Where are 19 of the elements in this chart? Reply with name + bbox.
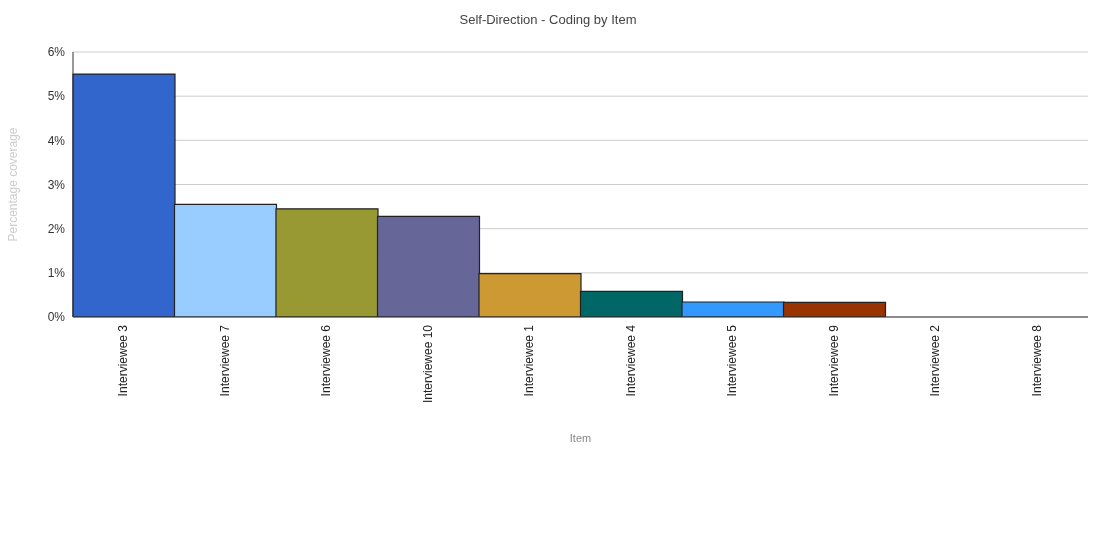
x-tick-label: Interviewee 5 bbox=[725, 324, 740, 397]
x-tick-label: Interviewee 6 bbox=[319, 324, 334, 397]
y-tick-label: 6% bbox=[47, 45, 66, 60]
x-tick-label: Interviewee 3 bbox=[116, 324, 131, 397]
x-tick-label: Interviewee 10 bbox=[420, 324, 435, 404]
chart-title: Self-Direction - Coding by Item bbox=[458, 11, 638, 29]
x-tick-label: Interviewee 9 bbox=[826, 324, 841, 397]
y-tick-label: 3% bbox=[47, 177, 66, 192]
y-tick-label: 2% bbox=[47, 221, 66, 236]
y-tick-label: 5% bbox=[47, 89, 66, 104]
x-tick-label: Interviewee 4 bbox=[623, 324, 638, 397]
y-tick-label: 0% bbox=[47, 310, 66, 325]
y-tick-label: 1% bbox=[47, 266, 66, 281]
x-tick-label: Interviewee 7 bbox=[217, 324, 232, 397]
x-axis-title: Item bbox=[569, 432, 592, 444]
x-tick-label: Interviewee 1 bbox=[522, 324, 537, 397]
x-tick-label: Interviewee 2 bbox=[928, 324, 943, 397]
y-tick-label: 4% bbox=[47, 133, 66, 148]
x-tick-label: Interviewee 8 bbox=[1029, 324, 1044, 397]
